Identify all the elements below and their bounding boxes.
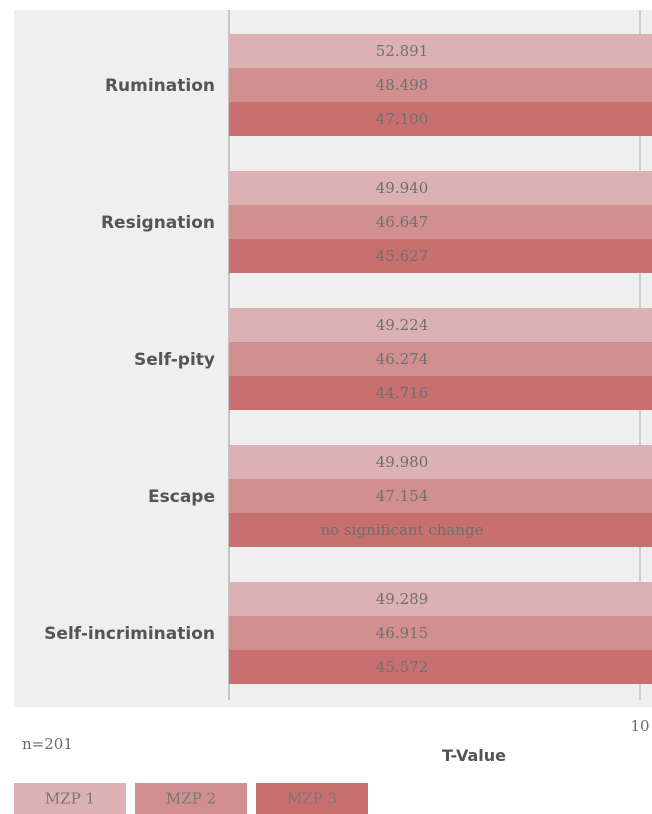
bar-value-label: no significant change xyxy=(321,521,484,539)
bar xyxy=(229,445,652,479)
bar xyxy=(229,68,652,102)
bar-value-label: 44.716 xyxy=(376,384,429,402)
x-tick-label: 10 xyxy=(630,717,649,735)
bar xyxy=(229,650,652,684)
bars: 52.891 48.498 47.100 49.940 46.647 45.627 49.2… xyxy=(229,34,652,684)
bar xyxy=(229,582,652,616)
legend-label: MZP 3 xyxy=(287,790,337,808)
bar xyxy=(229,239,652,273)
bar-value-label: 47.100 xyxy=(376,110,429,128)
legend-swatch xyxy=(256,783,368,814)
x-axis-title: T-Value xyxy=(442,746,506,765)
category-label: Rumination xyxy=(105,76,215,96)
legend: MZP 1 MZP 2 MZP 3 xyxy=(14,783,368,814)
bar-value-label: 49.940 xyxy=(376,179,429,197)
legend-label: MZP 1 xyxy=(45,790,95,808)
legend-swatch xyxy=(14,783,126,814)
bar-value-label: 45.572 xyxy=(376,658,429,676)
bar-value-label: 45.627 xyxy=(376,247,429,265)
bar-value-label: 49.289 xyxy=(376,590,429,608)
category-label: Escape xyxy=(148,487,215,507)
sample-size-note: n=201 xyxy=(22,735,73,753)
bar-value-label: 49.980 xyxy=(376,453,429,471)
category-label: Resignation xyxy=(101,213,215,233)
bar xyxy=(229,376,652,410)
bar xyxy=(229,308,652,342)
bar-value-label: 46.274 xyxy=(376,350,429,368)
category-label: Self-incrimination xyxy=(44,624,215,644)
bar xyxy=(229,171,652,205)
bar xyxy=(229,479,652,513)
legend-label: MZP 2 xyxy=(166,790,216,808)
bar-value-label: 52.891 xyxy=(376,42,429,60)
bar xyxy=(229,513,652,547)
bar-value-label: 49.224 xyxy=(376,316,429,334)
legend-swatch xyxy=(135,783,247,814)
bar-value-label: 48.498 xyxy=(376,76,429,94)
tick-labels: 102030405060 xyxy=(630,717,649,735)
bar xyxy=(229,616,652,650)
bar xyxy=(229,102,652,136)
bar xyxy=(229,34,652,68)
bar xyxy=(229,205,652,239)
category-label: Self-pity xyxy=(134,350,215,370)
bar-value-label: 46.915 xyxy=(376,624,429,642)
bar-value-label: 46.647 xyxy=(376,213,429,231)
category-labels: Rumination Resignation Self-pity Escape Self… xyxy=(44,76,215,644)
bar xyxy=(229,342,652,376)
bar-value-label: 47.154 xyxy=(376,487,429,505)
